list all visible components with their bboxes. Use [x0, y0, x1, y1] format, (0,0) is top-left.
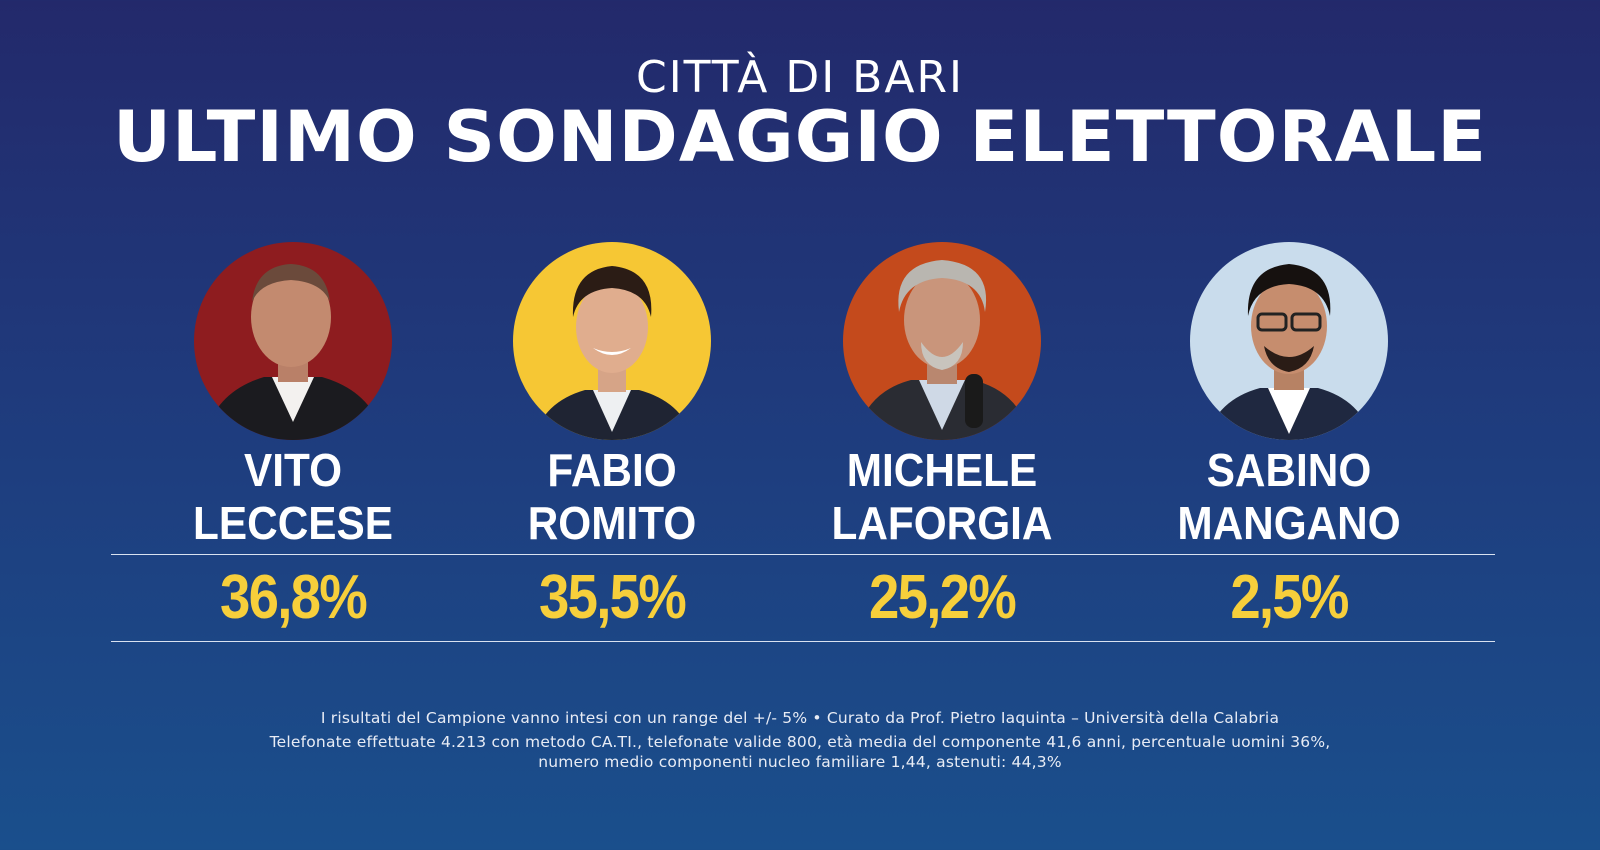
candidate-last-name: MANGANO — [1177, 497, 1401, 549]
divider-top — [111, 554, 1495, 555]
percent-laforgia: 25,2% — [869, 563, 1017, 632]
footnote-line-3: numero medio componenti nucleo familiare… — [538, 753, 1062, 771]
subtitle: CITTÀ DI BARI — [635, 52, 965, 103]
candidate-first-name: MICHELE — [846, 444, 1038, 496]
candidate-first-name: VITO — [243, 444, 342, 496]
candidate-first-name: SABINO — [1206, 444, 1372, 496]
footnote-line-2: Telefonate effettuate 4.213 con metodo C… — [269, 733, 1331, 751]
candidate-card-mangano: SABINO MANGANO — [1129, 242, 1449, 546]
candidate-card-leccese: VITO LECCESE — [133, 242, 453, 546]
candidate-photo — [1190, 242, 1388, 440]
candidate-card-laforgia: MICHELE LAFORGIA — [782, 242, 1102, 546]
candidate-first-name: FABIO — [547, 444, 677, 496]
footnote-line-1: I risultati del Campione vanno intesi co… — [320, 709, 1280, 727]
candidate-photo — [194, 242, 392, 440]
percent-romito: 35,5% — [539, 563, 687, 632]
percent-leccese: 36,8% — [220, 563, 368, 632]
candidate-last-name: LAFORGIA — [831, 497, 1053, 549]
candidate-last-name: LECCESE — [193, 497, 393, 549]
percent-mangano: 2,5% — [1230, 563, 1349, 632]
candidate-last-name: ROMITO — [527, 497, 697, 549]
candidate-card-romito: FABIO ROMITO — [452, 242, 772, 546]
page-title: ULTIMO SONDAGGIO ELETTORALE — [112, 96, 1488, 178]
divider-bottom — [111, 641, 1495, 642]
candidate-photo — [843, 242, 1041, 440]
candidate-photo — [513, 242, 711, 440]
